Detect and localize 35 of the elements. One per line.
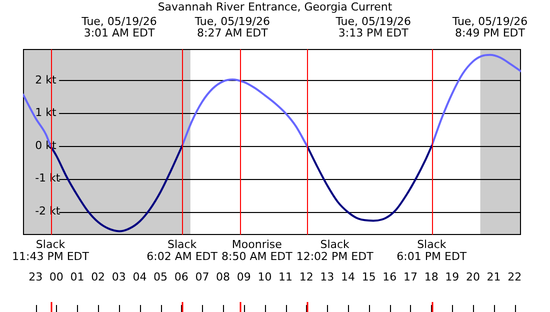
ref-line-label: Slack 6:01 PM EDT	[396, 238, 467, 263]
x2-tick-label: Tue, 05/19/26 3:01 AM EDT	[80, 14, 157, 40]
x-tick-label: 09	[236, 270, 251, 284]
ref-line-label: Slack 12:02 PM EDT	[296, 238, 374, 263]
x-tick-label: 12	[299, 270, 314, 284]
x-tick-label: 21	[486, 270, 501, 284]
x-tick-label: 16	[382, 270, 397, 284]
x-tick-label: 00	[49, 270, 64, 284]
x-tick-label: 07	[195, 270, 210, 284]
x2-tick-label: Tue, 05/19/26 3:13 PM EDT	[334, 14, 411, 40]
x-tick-label: 22	[508, 270, 522, 284]
x2-tick-label: Tue, 05/19/26 8:27 AM EDT	[194, 14, 270, 40]
x-tick-label: 06	[174, 270, 188, 284]
chart-title: Savannah River Entrance, Georgia Current	[158, 0, 393, 14]
x-tick-label: 18	[424, 270, 438, 284]
x-tick-label: 05	[154, 270, 168, 284]
x-tick-label: 14	[341, 270, 356, 284]
x-tick-label: 02	[91, 270, 106, 284]
ref-line-label: Slack 6:02 AM EDT	[146, 238, 218, 263]
ref-line-label: Slack 11:43 PM EDT	[12, 238, 90, 263]
x-tick-label: 23	[28, 270, 43, 284]
x-tick-label: 10	[258, 270, 272, 284]
x-tick-label: 19	[445, 270, 460, 284]
line-series	[181, 78, 308, 147]
x-tick-label: 04	[132, 270, 147, 284]
x-tick-label: 01	[70, 270, 84, 284]
x-tick-label: 20	[466, 270, 480, 284]
x-tick-label: 03	[112, 270, 126, 284]
x-tick-label: 17	[403, 270, 418, 284]
x2-tick-label: Tue, 05/19/26 8:49 PM EDT	[451, 14, 528, 40]
x-tick-label: 11	[278, 270, 293, 284]
ref-line-label: Moonrise 8:50 AM EDT	[221, 238, 293, 263]
x-tick-label: 13	[320, 270, 334, 284]
x-tick-label: 15	[362, 270, 376, 284]
x-tick-label: 08	[216, 270, 230, 284]
